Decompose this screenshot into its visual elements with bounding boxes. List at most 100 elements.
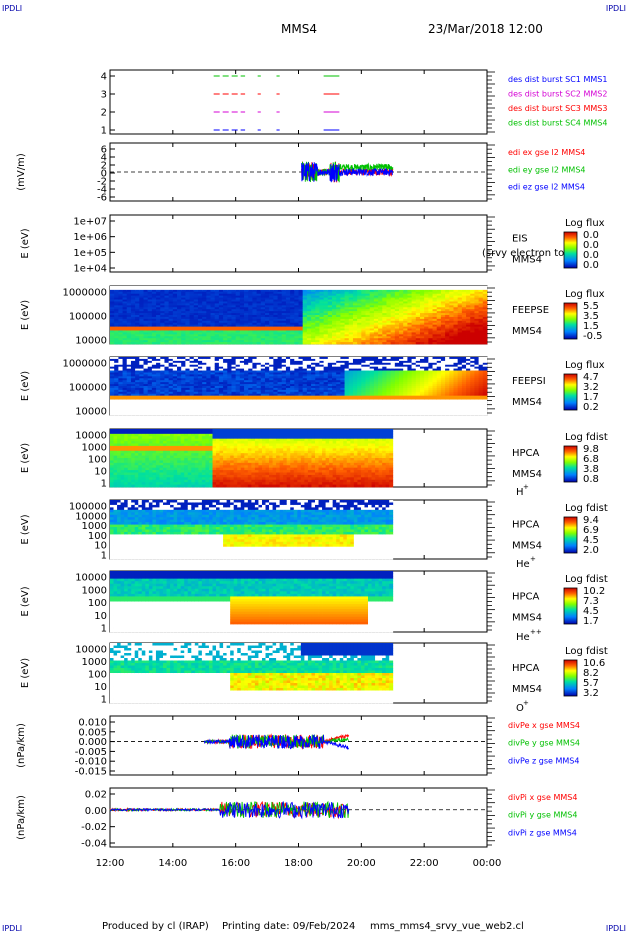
legend-entry-divpe: divPe y gse MMS4 bbox=[508, 739, 580, 748]
y-tick-label-hpca_o: 10000 bbox=[75, 645, 107, 656]
y-tick-label-feepse: 100000 bbox=[69, 312, 107, 323]
spacecraft-label-hpca_he: MMS4 bbox=[512, 541, 542, 552]
y-tick-label-hpca_o: 10 bbox=[94, 682, 107, 693]
legend-entry-divpi: divPi x gse MMS4 bbox=[508, 793, 577, 802]
y-tick-label-hpca_he2: 1 bbox=[101, 624, 107, 635]
y-tick-label-eis: 1e+05 bbox=[73, 248, 107, 259]
footer-script-name: mms_mms4_srvy_vue_web2.cl bbox=[370, 921, 524, 932]
y-tick-label-divpe: 0.000 bbox=[78, 737, 107, 748]
y-axis-label-divpe: (nPa/km) bbox=[16, 723, 27, 768]
species-charge-hpca_he2: ++ bbox=[530, 628, 542, 636]
legend-entry-divpe: divPe z gse MMS4 bbox=[508, 756, 579, 765]
legend-entry-burst: des dist burst SC2 MMS2 bbox=[508, 90, 607, 99]
colorbar-hpca_he bbox=[563, 516, 578, 554]
colorbar-label-hpca_o: 3.2 bbox=[583, 688, 599, 699]
y-tick-label-hpca_h: 10 bbox=[94, 467, 107, 478]
y-tick-label-hpca_he2: 10 bbox=[94, 611, 107, 622]
spectrogram-feepse bbox=[110, 286, 488, 345]
panel-feepse: 1000000 100000 10000 E (eV) FEEPSE MMS4 Log fl… bbox=[20, 285, 605, 347]
y-tick-label-hpca_he: 1000 bbox=[82, 521, 107, 532]
y-tick-label-divpe: 0.010 bbox=[78, 718, 107, 729]
panel-frame-divpi bbox=[109, 787, 488, 848]
colorbar-hpca_o bbox=[563, 659, 578, 697]
panel-eis: 1e+07 1e+06 1e+05 1e+04 E (eV) EIS MMS4(srvy e… bbox=[20, 214, 605, 275]
colorbar-label-feepse: -0.5 bbox=[583, 331, 603, 342]
instrument-label-eis: EIS bbox=[512, 234, 528, 245]
colorbar-label-hpca_o: 8.2 bbox=[583, 668, 599, 679]
corner-label-top-left: IPDLI bbox=[2, 4, 23, 13]
y-tick-label-feepse: 10000 bbox=[75, 336, 107, 347]
y-tick-label-hpca_he2: 1000 bbox=[82, 585, 107, 596]
y-tick-label-eis: 1e+06 bbox=[73, 232, 107, 243]
y-tick-label-feepsi: 1000000 bbox=[62, 359, 107, 370]
colorbar-label-eis: 0.0 bbox=[583, 230, 599, 241]
colorbar-label-feepsi: 4.7 bbox=[583, 372, 599, 383]
spacecraft-label-hpca_he2: MMS4 bbox=[512, 613, 542, 624]
y-tick-label-hpca_h: 10000 bbox=[75, 431, 107, 442]
spacecraft-label-feepse: MMS4 bbox=[512, 326, 542, 337]
y-tick-label-burst: 1 bbox=[101, 126, 107, 137]
y-tick-label-burst: 2 bbox=[101, 108, 107, 119]
y-tick-label-edi: 4 bbox=[101, 153, 107, 164]
instrument-label-hpca_h: HPCA bbox=[512, 448, 540, 459]
y-axis-label-eis: E (eV) bbox=[20, 228, 31, 258]
colorbar-hpca_he2 bbox=[563, 587, 578, 625]
colorbar-eis bbox=[563, 231, 578, 269]
series-line-divpe bbox=[203, 734, 349, 750]
extra-label-eis: (srvy electron to bbox=[482, 248, 564, 259]
legend-entry-edi: edi ex gse l2 MMS4 bbox=[508, 148, 585, 157]
instrument-label-hpca_o: HPCA bbox=[512, 663, 540, 674]
instrument-label-hpca_he2: HPCA bbox=[512, 592, 540, 603]
spacecraft-label-eis: MMS4 bbox=[512, 255, 542, 266]
y-axis-label-feepsi: E (eV) bbox=[20, 371, 31, 401]
y-tick-label-edi: -6 bbox=[97, 193, 107, 204]
y-tick-label-hpca_o: 100 bbox=[88, 670, 107, 681]
colorbar-label-feepse: 3.5 bbox=[583, 311, 599, 322]
corner-label-bottom-left: IPDLI bbox=[2, 924, 23, 933]
y-tick-label-feepse: 1000000 bbox=[62, 288, 107, 299]
legend-entry-divpi: divPi y gse MMS4 bbox=[508, 811, 577, 820]
colorbar-title-hpca_o: Log fdist bbox=[565, 646, 608, 657]
y-axis-label-feepse: E (eV) bbox=[20, 300, 31, 330]
colorbar-label-hpca_he2: 1.7 bbox=[583, 616, 599, 627]
colorbar-title-hpca_he2: Log fdist bbox=[565, 574, 608, 585]
time-tick-label: 18:00 bbox=[284, 858, 313, 869]
colorbar-label-hpca_o: 5.7 bbox=[583, 678, 599, 689]
y-tick-label-hpca_he: 1 bbox=[101, 551, 107, 562]
species-label-hpca_he: He bbox=[516, 559, 530, 570]
y-tick-label-hpca_he2: 10000 bbox=[75, 573, 107, 584]
y-tick-label-edi: 6 bbox=[101, 145, 107, 156]
legend-entry-edi: edi ey gse l2 MMS4 bbox=[508, 165, 586, 174]
legend-entry-divpe: divPe x gse MMS4 bbox=[508, 721, 580, 730]
colorbar-label-eis: 0.0 bbox=[583, 250, 599, 261]
time-tick-label: 22:00 bbox=[410, 858, 439, 869]
y-tick-label-hpca_he: 10 bbox=[94, 541, 107, 552]
spacecraft-label-feepsi: MMS4 bbox=[512, 397, 542, 408]
spectrogram-hpca_he2 bbox=[110, 571, 394, 633]
colorbar-label-feepse: 5.5 bbox=[583, 301, 599, 312]
colorbar-label-hpca_he: 9.4 bbox=[583, 515, 599, 526]
y-tick-label-divpe: -0.005 bbox=[75, 747, 107, 758]
y-tick-label-eis: 1e+04 bbox=[73, 264, 107, 275]
colorbar-label-feepse: 1.5 bbox=[583, 321, 599, 332]
y-tick-label-hpca_he2: 100 bbox=[88, 598, 107, 609]
colorbar-hpca_h bbox=[563, 445, 578, 483]
colorbar-label-feepsi: 0.2 bbox=[583, 402, 599, 413]
panel-divpi: 0.02 0.00 -0.02 -0.04 (nPa/km) divPi x gse MM… bbox=[16, 787, 577, 850]
instrument-label-feepse: FEEPSE bbox=[512, 305, 549, 316]
species-label-hpca_he2: He bbox=[516, 632, 530, 643]
y-tick-label-hpca_h: 100 bbox=[88, 455, 107, 466]
spacecraft-title: MMS4 bbox=[281, 22, 317, 36]
colorbar-label-hpca_he2: 7.3 bbox=[583, 596, 599, 607]
colorbar-label-hpca_he2: 4.5 bbox=[583, 606, 599, 617]
y-axis-label-divpi: (nPa/km) bbox=[16, 795, 27, 840]
colorbar-title-feepse: Log flux bbox=[565, 289, 605, 300]
y-tick-label-eis: 1e+07 bbox=[73, 217, 107, 228]
colorbar-label-hpca_he: 6.9 bbox=[583, 525, 599, 536]
panel-feepsi: 1000000 100000 10000 E (eV) FEEPSI MMS4 Log fl… bbox=[20, 356, 605, 418]
spacecraft-label-hpca_o: MMS4 bbox=[512, 684, 542, 695]
panel-burst: 4 3 2 1 des dist burst SC1 MMS1 des dist burs… bbox=[101, 69, 607, 137]
